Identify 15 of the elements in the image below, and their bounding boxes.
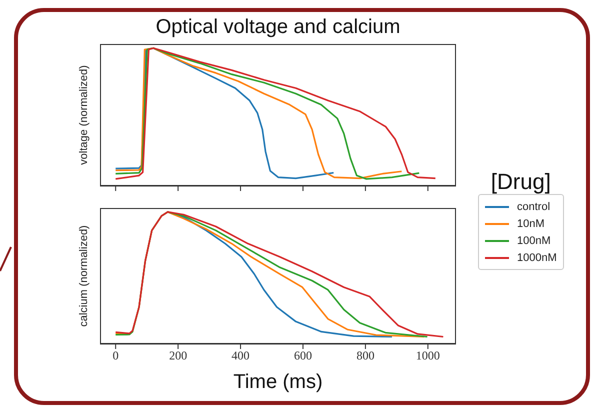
x-tick-label: 200 — [169, 348, 188, 363]
legend-label: 100nM — [517, 234, 551, 246]
chart-title: Optical voltage and calcium — [154, 16, 402, 39]
legend-label: 1000nM — [517, 252, 557, 264]
x-axis-title: Time (ms) — [232, 371, 324, 394]
x-tick-label: 600 — [294, 348, 312, 363]
legend-title: [Drug] — [490, 169, 552, 194]
x-tick-label: 0 — [112, 348, 119, 363]
legend-label: control — [517, 200, 550, 212]
y-axis-title: voltage (normalized) — [77, 64, 91, 167]
x-tick-label: 1000 — [416, 348, 440, 363]
legend-label: 10nM — [517, 218, 545, 230]
x-tick-label: 400 — [232, 348, 250, 363]
y-axis-title: calcium (normalized) — [77, 224, 91, 329]
x-tick-label: 800 — [356, 348, 374, 363]
